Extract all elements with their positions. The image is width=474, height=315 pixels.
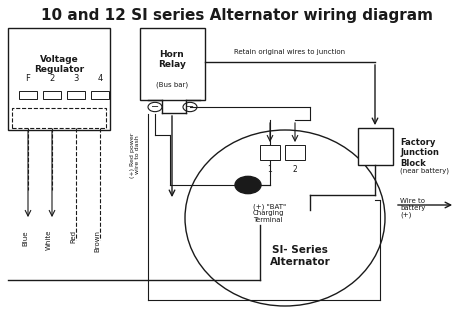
- Bar: [140, 28, 205, 100]
- Bar: [91, 91, 109, 99]
- Text: Retain original wires to junction: Retain original wires to junction: [235, 49, 346, 55]
- Bar: [43, 91, 61, 99]
- Bar: [358, 128, 393, 165]
- Text: 2: 2: [292, 165, 297, 174]
- Text: (near battery): (near battery): [400, 168, 449, 175]
- Text: Brown: Brown: [94, 230, 100, 252]
- Text: Blue: Blue: [22, 230, 28, 245]
- Text: 3: 3: [73, 74, 79, 83]
- Text: −: −: [186, 102, 194, 112]
- Text: Voltage
Regulator: Voltage Regulator: [34, 55, 84, 74]
- Text: 4: 4: [97, 74, 103, 83]
- Text: SI- Series
Alternator: SI- Series Alternator: [270, 245, 330, 266]
- Bar: [19, 91, 37, 99]
- Text: 2: 2: [49, 74, 55, 83]
- Text: (+) "BAT"
Charging
Terminal: (+) "BAT" Charging Terminal: [253, 203, 286, 224]
- Bar: [67, 91, 85, 99]
- Bar: [8, 28, 110, 130]
- Text: Red: Red: [70, 230, 76, 243]
- Text: Wire to
battery
(+): Wire to battery (+): [400, 198, 425, 219]
- Text: Factory
Junction
Block: Factory Junction Block: [400, 138, 439, 168]
- Text: 1: 1: [268, 165, 273, 174]
- Text: −: −: [151, 102, 159, 112]
- Text: 10 and 12 SI series Alternator wiring diagram: 10 and 12 SI series Alternator wiring di…: [41, 8, 433, 23]
- Text: White: White: [46, 230, 52, 250]
- Text: (+) Red power
wire to dash: (+) Red power wire to dash: [129, 132, 140, 178]
- Bar: [12, 108, 106, 128]
- Text: Horn
Relay: Horn Relay: [158, 50, 186, 69]
- Ellipse shape: [185, 130, 385, 306]
- Bar: [260, 145, 280, 160]
- Text: F: F: [26, 74, 30, 83]
- Circle shape: [235, 176, 261, 194]
- Text: (Bus bar): (Bus bar): [156, 82, 188, 88]
- Bar: [285, 145, 305, 160]
